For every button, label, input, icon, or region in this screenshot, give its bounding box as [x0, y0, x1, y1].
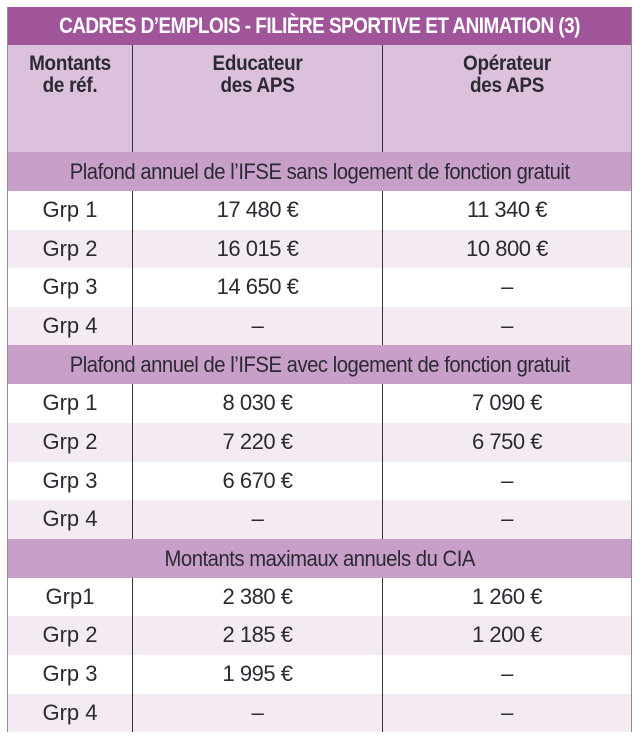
- operateur-value: –: [501, 660, 513, 686]
- educateur-value: 7 220 €: [133, 422, 383, 462]
- section-header-cia: Montants maximaux annuels du CIA: [8, 538, 631, 578]
- table-title: CADRES D’EMPLOIS - FILIÈRE SPORTIVE ET A…: [51, 7, 588, 45]
- column-header-line: Educateur: [212, 52, 303, 75]
- column-header-line: de réf.: [42, 74, 98, 97]
- column-header-line: des APS: [469, 74, 545, 97]
- educateur-value: 8 030 €: [133, 384, 383, 423]
- table-row: Grp 3 1 995 € –: [8, 654, 631, 694]
- section-label: Montants maximaux annuels du CIA: [164, 545, 475, 571]
- column-header-operateur: Opérateur des APS: [383, 45, 631, 152]
- section-label: Plafond annuel de l’IFSE sans logement d…: [69, 159, 570, 184]
- allowance-table: CADRES D’EMPLOIS - FILIÈRE SPORTIVE ET A…: [7, 7, 632, 733]
- section-header-ifse-avec-logement: Plafond annuel de l’IFSE avec logement d…: [8, 345, 631, 385]
- column-header-educateur: Educateur des APS: [133, 45, 383, 152]
- group-cell: Grp 1: [8, 191, 133, 230]
- table-title-band: CADRES D’EMPLOIS - FILIÈRE SPORTIVE ET A…: [8, 7, 631, 45]
- operateur-value: 6 750 €: [472, 428, 542, 454]
- educateur-value: 2 380 €: [133, 577, 383, 617]
- educateur-value: 1 995 €: [133, 654, 383, 694]
- educateur-value: 14 650 €: [133, 268, 383, 307]
- operateur-value: 10 800 €: [466, 235, 548, 261]
- group-cell: Grp 3: [8, 654, 133, 694]
- group-cell: Grp 2: [8, 422, 133, 462]
- educateur-value: 6 670 €: [133, 461, 383, 501]
- educateur-value: –: [133, 500, 383, 539]
- educateur-value: –: [133, 306, 383, 346]
- table-row: Grp 4 – –: [8, 306, 631, 346]
- table-row: Grp1 2 380 € 1 260 €: [8, 577, 631, 617]
- column-header-line: Montants: [29, 52, 111, 75]
- table-row: Grp 1 8 030 € 7 090 €: [8, 384, 631, 423]
- operateur-value: 7 090 €: [472, 390, 542, 416]
- group-cell: Grp 4: [8, 693, 133, 733]
- section-header-ifse-sans-logement: Plafond annuel de l’IFSE sans logement d…: [8, 152, 631, 191]
- group-cell: Grp 1: [8, 384, 133, 423]
- table-row: Grp 3 14 650 € –: [8, 268, 631, 307]
- table-row: Grp 1 17 480 € 11 340 €: [8, 191, 631, 230]
- educateur-value: –: [133, 693, 383, 733]
- table-row: Grp 4 – –: [8, 500, 631, 539]
- operateur-value: 1 260 €: [472, 583, 542, 609]
- table-row: Grp 2 7 220 € 6 750 €: [8, 422, 631, 462]
- section-label: Plafond annuel de l’IFSE avec logement d…: [69, 352, 570, 378]
- educateur-value: 16 015 €: [133, 229, 383, 269]
- group-cell: Grp 4: [8, 306, 133, 346]
- table-row: Grp 2 2 185 € 1 200 €: [8, 616, 631, 655]
- group-cell: Grp 3: [8, 461, 133, 501]
- operateur-value: –: [501, 506, 513, 532]
- educateur-value: 2 185 €: [133, 616, 383, 655]
- group-cell: Grp 2: [8, 616, 133, 655]
- operateur-value: –: [501, 699, 513, 725]
- table-row: Grp 4 – –: [8, 693, 631, 733]
- operateur-value: –: [501, 274, 513, 300]
- group-cell: Grp 2: [8, 229, 133, 269]
- table-row: Grp 2 16 015 € 10 800 €: [8, 229, 631, 269]
- operateur-value: –: [501, 467, 513, 493]
- column-header-line: des APS: [220, 74, 295, 97]
- educateur-value: 17 480 €: [133, 191, 383, 230]
- operateur-value: 1 200 €: [472, 622, 542, 648]
- column-header-montants: Montants de réf.: [8, 45, 133, 152]
- column-header-row: Montants de réf. Educateur des APS Opéra…: [8, 45, 631, 152]
- table-row: Grp 3 6 670 € –: [8, 461, 631, 501]
- group-cell: Grp 4: [8, 500, 133, 539]
- group-cell: Grp 3: [8, 268, 133, 307]
- operateur-value: 11 340 €: [466, 197, 548, 222]
- column-header-line: Opérateur: [463, 52, 551, 75]
- group-cell: Grp1: [8, 577, 133, 617]
- operateur-value: –: [501, 312, 513, 338]
